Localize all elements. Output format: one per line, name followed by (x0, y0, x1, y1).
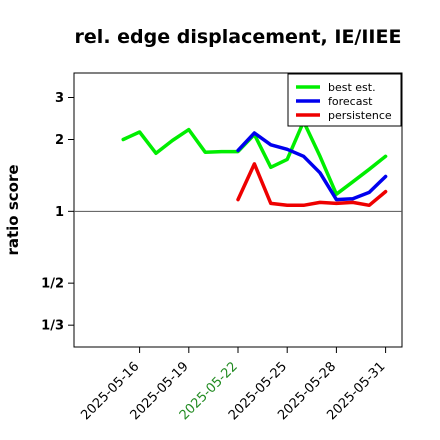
legend-label: forecast (328, 95, 373, 108)
y-tick-label: 1 (55, 205, 64, 220)
y-tick-label: 1/2 (41, 277, 64, 292)
y-tick-label: 3 (55, 91, 64, 106)
series-line-persistence (236, 162, 388, 208)
legend-label: persistence (328, 109, 392, 122)
y-tick-label: 2 (55, 133, 64, 148)
chart-title: rel. edge displacement, IE/IIEE (75, 26, 402, 48)
legend-label: best est. (328, 81, 376, 94)
y-axis-label: ratio score (4, 164, 22, 255)
y-tick-label: 1/3 (41, 319, 64, 334)
series-line-forecast (236, 131, 388, 202)
